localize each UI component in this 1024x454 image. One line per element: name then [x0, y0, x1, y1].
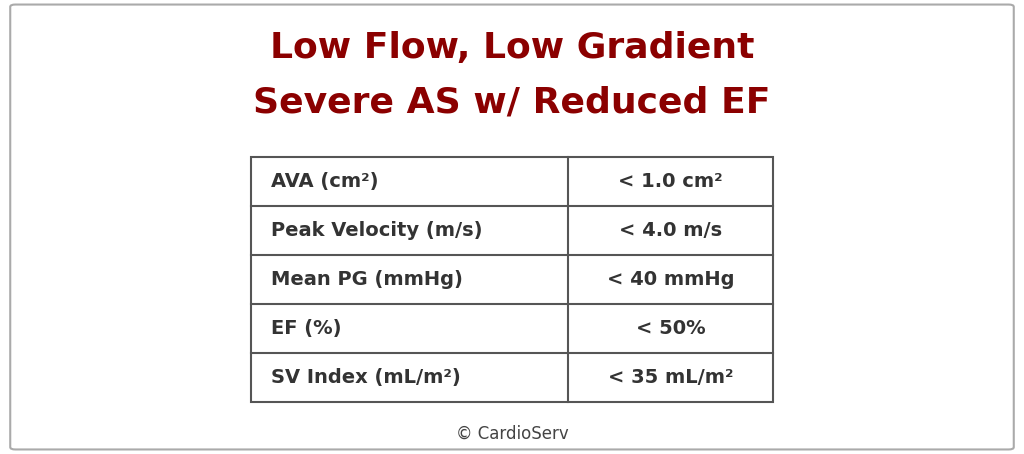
Text: Low Flow, Low Gradient: Low Flow, Low Gradient: [269, 31, 755, 64]
Text: EF (%): EF (%): [271, 319, 342, 338]
Text: < 40 mmHg: < 40 mmHg: [607, 270, 734, 289]
Text: < 50%: < 50%: [636, 319, 706, 338]
Text: Peak Velocity (m/s): Peak Velocity (m/s): [271, 221, 483, 240]
Text: < 35 mL/m²: < 35 mL/m²: [608, 368, 733, 387]
Text: © CardioServ: © CardioServ: [456, 424, 568, 443]
Bar: [251, 157, 773, 402]
Text: SV Index (mL/m²): SV Index (mL/m²): [271, 368, 461, 387]
Text: Mean PG (mmHg): Mean PG (mmHg): [271, 270, 463, 289]
Text: < 4.0 m/s: < 4.0 m/s: [620, 221, 722, 240]
Text: AVA (cm²): AVA (cm²): [271, 172, 379, 191]
Text: < 1.0 cm²: < 1.0 cm²: [618, 172, 723, 191]
FancyBboxPatch shape: [10, 5, 1014, 449]
Text: Severe AS w/ Reduced EF: Severe AS w/ Reduced EF: [253, 85, 771, 119]
